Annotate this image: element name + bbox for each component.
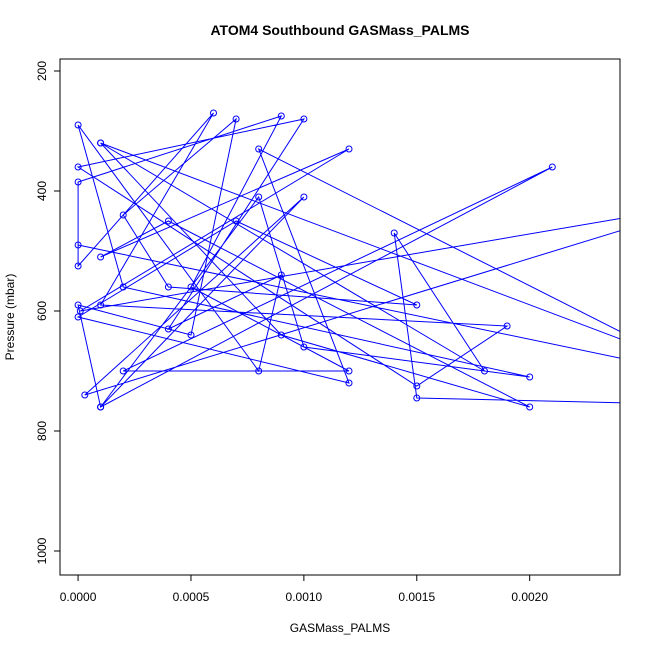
data-point (345, 367, 353, 375)
series-line (76, 112, 620, 409)
data-point (526, 373, 534, 381)
data-point (277, 112, 285, 120)
data-point (413, 394, 421, 402)
data-point (81, 391, 89, 399)
data-point (97, 253, 105, 261)
data-point (74, 313, 82, 321)
x-tick-label: 0.0015 (398, 590, 435, 604)
chart-title: ATOM4 Southbound GASMass_PALMS (210, 22, 469, 38)
data-point (74, 121, 82, 129)
data-point (119, 283, 127, 291)
x-tick-label: 0.0000 (60, 590, 97, 604)
data-point (74, 178, 82, 186)
data-point (300, 343, 308, 351)
plot-area (74, 109, 620, 411)
data-point (255, 367, 263, 375)
data-point (300, 115, 308, 123)
data-point (74, 241, 82, 249)
data-point (97, 403, 105, 411)
data-point (345, 379, 353, 387)
x-tick-label: 0.0020 (511, 590, 548, 604)
data-point (413, 301, 421, 309)
data-point (503, 322, 511, 330)
data-point (164, 283, 172, 291)
data-point (232, 217, 240, 225)
data-point (232, 115, 240, 123)
y-tick-label: 1000 (35, 537, 49, 564)
data-point (277, 331, 285, 339)
data-point (548, 163, 556, 171)
data-point (255, 193, 263, 201)
y-tick-label: 400 (35, 181, 49, 201)
data-point (187, 283, 195, 291)
data-point (76, 307, 84, 315)
data-point (413, 382, 421, 390)
data-point (255, 145, 263, 153)
data-point (345, 145, 353, 153)
data-point (277, 271, 285, 279)
data-point (164, 217, 172, 225)
x-axis-label: GASMass_PALMS (290, 621, 390, 635)
x-tick-label: 0.0010 (286, 590, 323, 604)
y-axis-label: Pressure (mbar) (3, 274, 17, 361)
data-point (97, 301, 105, 309)
data-point (187, 331, 195, 339)
x-tick-label: 0.0005 (173, 590, 210, 604)
y-tick-label: 200 (35, 61, 49, 81)
data-point (119, 211, 127, 219)
data-point (119, 367, 127, 375)
data-point (74, 262, 82, 270)
data-point (74, 301, 82, 309)
data-point (74, 163, 82, 171)
data-point (164, 325, 172, 333)
y-tick-label: 800 (35, 421, 49, 441)
y-tick-label: 600 (35, 301, 49, 321)
y-axis: 200 400 600 800 1000 (35, 61, 61, 564)
x-axis: 0.0000 0.0005 0.0010 0.0015 0.0020 (60, 574, 548, 604)
data-point (526, 403, 534, 411)
data-point (390, 229, 398, 237)
data-point (481, 367, 488, 375)
data-point (97, 139, 105, 147)
data-point (300, 193, 308, 201)
data-point (210, 109, 217, 117)
